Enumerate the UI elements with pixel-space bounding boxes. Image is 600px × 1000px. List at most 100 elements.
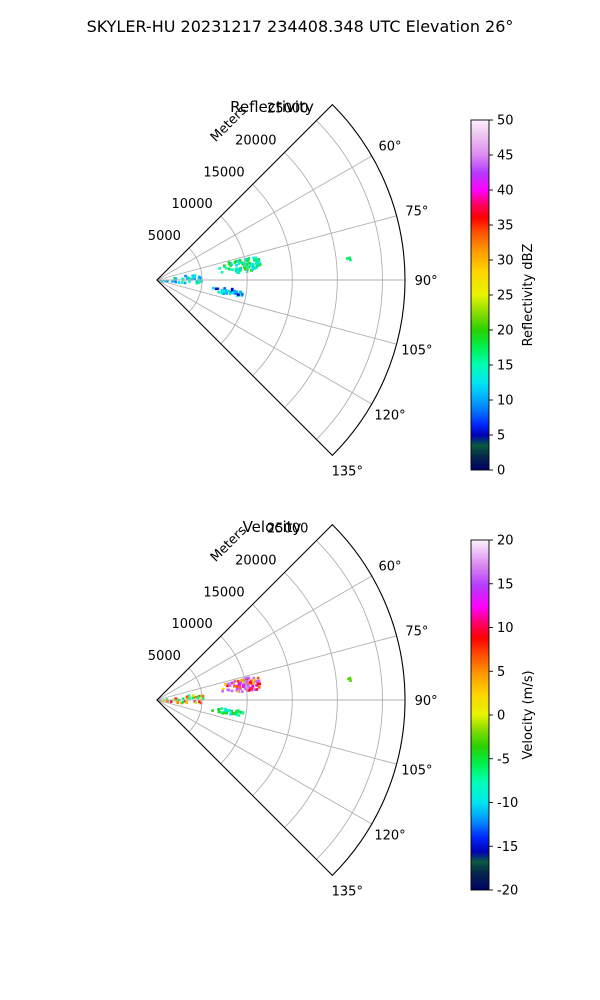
azimuth-tick-label: 60° bbox=[378, 140, 401, 155]
colorbar-tick-label: 5 bbox=[497, 429, 505, 444]
range-tick-label: 5000 bbox=[148, 229, 181, 244]
echo-gate bbox=[166, 279, 169, 283]
echo-gate bbox=[224, 289, 228, 292]
echo-region bbox=[218, 256, 262, 274]
colorbar-tick-label: 15 bbox=[497, 577, 514, 592]
echo-gate bbox=[196, 696, 200, 700]
echo-gate bbox=[181, 281, 184, 284]
echo-gate bbox=[239, 290, 242, 294]
echo-gate bbox=[217, 708, 221, 711]
echo-gate bbox=[244, 258, 247, 261]
echo-gate bbox=[233, 685, 236, 688]
echo-gate bbox=[199, 701, 202, 705]
echo-gate bbox=[245, 680, 248, 683]
echo-gate bbox=[241, 690, 244, 693]
echo-gate bbox=[191, 696, 195, 700]
echo-gate bbox=[193, 695, 197, 699]
sector-frame bbox=[156, 523, 406, 877]
echo-gate bbox=[185, 699, 189, 703]
echo-gate bbox=[199, 276, 202, 280]
echo-gate bbox=[228, 263, 231, 266]
echo-gate bbox=[164, 279, 167, 283]
echo-gate bbox=[246, 265, 249, 269]
echo-gate bbox=[257, 680, 261, 683]
echo-gate bbox=[195, 280, 198, 283]
echo-gate bbox=[243, 262, 246, 265]
colorbar-tick-label: 20 bbox=[497, 534, 514, 549]
echo-gate bbox=[220, 291, 224, 294]
echo-gate bbox=[169, 700, 173, 704]
echo-gate bbox=[255, 262, 258, 265]
echo-gate bbox=[181, 277, 184, 281]
echo-gate bbox=[229, 711, 233, 714]
colorbar-tick-label: 20 bbox=[497, 324, 514, 339]
echo-gate bbox=[190, 278, 194, 281]
colorbar-tick-label: -10 bbox=[497, 796, 518, 811]
range-tick-label: 10000 bbox=[171, 617, 212, 632]
colorbar-bar bbox=[470, 119, 490, 471]
echo-gate bbox=[241, 263, 245, 266]
colorbar-tick-label: 50 bbox=[497, 114, 514, 129]
echo-gate bbox=[235, 290, 239, 294]
echo-region bbox=[211, 707, 245, 717]
echo-gate bbox=[180, 701, 183, 705]
colorbar-tick-label: -20 bbox=[497, 884, 518, 899]
echo-gate bbox=[187, 694, 191, 697]
echo-gate bbox=[348, 676, 352, 680]
echo-gate bbox=[227, 261, 231, 264]
echo-gate bbox=[187, 277, 191, 280]
echo-gate bbox=[174, 280, 177, 284]
polar-grid bbox=[156, 540, 405, 860]
echo-gate bbox=[188, 280, 191, 283]
echo-gate bbox=[241, 711, 245, 714]
echo-gate bbox=[184, 274, 187, 278]
echo-gate bbox=[229, 291, 233, 294]
echo-gate bbox=[197, 281, 201, 284]
echo-gate bbox=[251, 265, 255, 269]
echo-gate bbox=[223, 287, 226, 290]
echo-gate bbox=[238, 684, 241, 687]
echo-gate bbox=[220, 288, 224, 292]
echo-gate bbox=[235, 270, 238, 273]
echo-gate bbox=[191, 694, 195, 697]
echo-region bbox=[346, 256, 352, 262]
echo-gate bbox=[217, 290, 220, 294]
echo-gate bbox=[223, 290, 226, 293]
echo-gate bbox=[247, 257, 250, 260]
echo-gate bbox=[212, 286, 215, 290]
echo-gate bbox=[349, 679, 352, 682]
echo-layer bbox=[158, 676, 352, 717]
echo-gate bbox=[251, 268, 254, 271]
echo-gate bbox=[258, 682, 261, 686]
echo-gate bbox=[241, 685, 245, 688]
echo-gate bbox=[183, 699, 187, 703]
colorbar-tick-label: 0 bbox=[497, 464, 505, 479]
echo-gate bbox=[227, 688, 230, 692]
echo-gate bbox=[252, 256, 255, 260]
panel-title: Reflectivity bbox=[230, 98, 314, 116]
echo-gate bbox=[255, 266, 258, 270]
azimuth-tick-label: 90° bbox=[415, 274, 438, 289]
echo-gate bbox=[239, 681, 242, 685]
echo-gate bbox=[237, 271, 241, 274]
echo-gate bbox=[220, 271, 224, 274]
colorbar-label: Reflectivity dBZ bbox=[521, 244, 536, 347]
azimuth-tick-label: 135° bbox=[332, 464, 363, 479]
echo-gate bbox=[181, 697, 185, 701]
azimuth-tick-label: 120° bbox=[374, 829, 405, 844]
echo-gate bbox=[237, 681, 241, 685]
echo-gate bbox=[231, 291, 234, 295]
echo-gate bbox=[253, 688, 257, 691]
echo-gate bbox=[224, 291, 228, 294]
echo-gate bbox=[177, 281, 181, 284]
echo-gate bbox=[232, 291, 236, 295]
echo-gate bbox=[247, 689, 251, 692]
echo-gate bbox=[247, 676, 251, 680]
echo-gate bbox=[194, 701, 198, 704]
echo-gate bbox=[181, 701, 185, 704]
echo-gate bbox=[253, 678, 256, 682]
echo-gate bbox=[236, 259, 240, 263]
azimuth-line bbox=[156, 279, 372, 405]
echo-gate bbox=[220, 711, 223, 714]
